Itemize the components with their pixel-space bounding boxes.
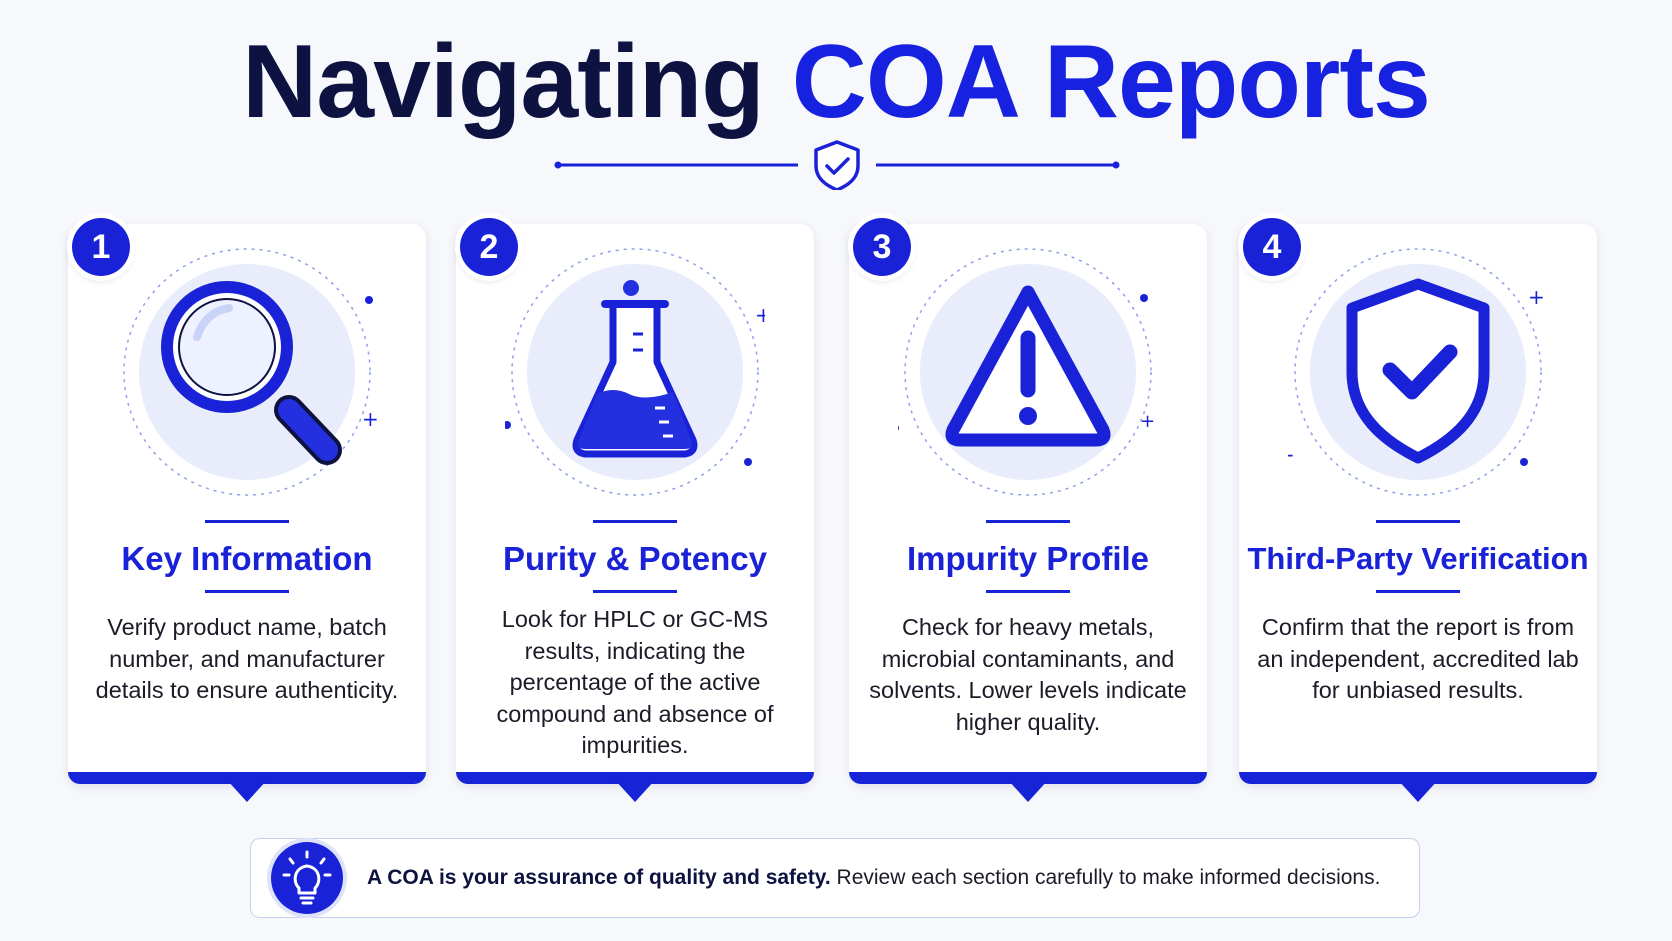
card-title: Impurity Profile (906, 540, 1150, 577)
lightbulb-icon (282, 850, 332, 905)
title-rule-bottom (205, 590, 289, 593)
shield-check-icon (1346, 278, 1490, 464)
card-accent-bar (68, 772, 426, 784)
title-part-1: Navigating (242, 24, 765, 140)
card-key-information: + 1 Key Information Verify product name,… (68, 218, 426, 802)
warning-triangle-icon (945, 285, 1111, 447)
card-description: Confirm that the report is from an indep… (1257, 614, 1579, 703)
card-description: Look for HPLC or GC-MS results, indicati… (496, 606, 774, 758)
step-badge: 2 (460, 218, 518, 276)
step-badge: 1 (72, 218, 130, 276)
card-pointer (227, 780, 267, 802)
title-rule-bottom (593, 590, 677, 593)
title-rule-bottom (986, 590, 1070, 593)
tip-message: A COA is your assurance of quality and s… (367, 839, 1380, 917)
title-rule-top (205, 520, 289, 523)
card-purity-potency: + 2 Purity & Potency Look for HPLC or GC… (456, 218, 814, 802)
svg-text:+: + (1528, 285, 1545, 309)
title-rule-top (986, 520, 1070, 523)
card-pointer (1008, 780, 1048, 802)
card-title: Key Information (121, 540, 373, 577)
tip-message-bold: A COA is your assurance of quality and s… (367, 866, 831, 889)
lightbulb-icon-wrapper (271, 842, 343, 914)
card-accent-bar (456, 772, 814, 784)
card-pointer (615, 780, 655, 802)
title-rule-top (593, 520, 677, 523)
card-pointer (1398, 780, 1438, 802)
svg-text:+: + (362, 407, 377, 431)
card-impurity-profile: + 3 Impurity Profile Check for heavy met… (849, 218, 1207, 802)
svg-text:+: + (1140, 411, 1155, 432)
svg-text:+: + (755, 303, 765, 327)
card-title: Purity & Potency (502, 540, 768, 577)
card-accent-bar (1239, 772, 1597, 784)
card-illustration: + + (1288, 248, 1545, 496)
shield-check-icon (814, 140, 860, 190)
card-title: Third-Party Verification (1247, 541, 1589, 576)
card-accent-bar (849, 772, 1207, 784)
card-description: Check for heavy metals, microbial contam… (869, 614, 1187, 735)
tip-message-rest: Review each section carefully to make in… (830, 866, 1381, 889)
title-rule-bottom (1376, 590, 1460, 593)
title-part-2: COA Reports (791, 24, 1431, 140)
title-rule-top (1376, 520, 1460, 523)
card-description: Verify product name, batch number, and m… (95, 614, 399, 703)
lab-flask-icon (572, 280, 698, 458)
card-illustration: + (898, 248, 1155, 496)
title-divider (554, 140, 1120, 190)
magnifying-glass-icon (161, 281, 342, 465)
svg-text:+: + (1288, 443, 1295, 467)
page-title: Navigating COA Reports (0, 22, 1672, 142)
step-badge: 3 (853, 218, 911, 276)
card-illustration: + (505, 248, 765, 496)
tip-banner: A COA is your assurance of quality and s… (250, 838, 1420, 918)
card-illustration: + (123, 248, 377, 496)
step-badge: 4 (1243, 218, 1301, 276)
card-third-party-verification: + + 4 Third-Party Verification Confirm t… (1239, 218, 1597, 802)
